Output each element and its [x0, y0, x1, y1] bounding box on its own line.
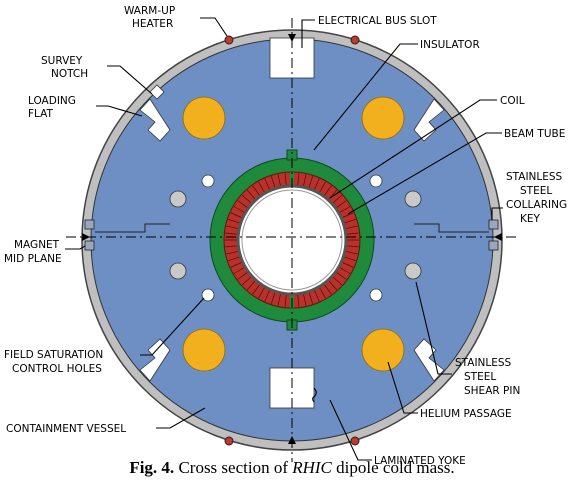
caption-prefix: Fig. 4.: [129, 458, 175, 477]
coil-winding-line: [332, 194, 343, 204]
coil-winding-line: [277, 293, 281, 306]
coil-winding-line: [252, 284, 260, 295]
coil-winding-line: [264, 290, 270, 302]
coil-winding-line: [258, 181, 265, 193]
coil-winding-line: [328, 280, 338, 291]
mid-plane-step-left: [95, 223, 170, 233]
coil-winding-line: [284, 294, 287, 307]
coil-winding-line: [344, 218, 356, 224]
coil-winding-line: [233, 206, 245, 213]
centerline-arrow-left: [82, 233, 90, 241]
coil-winding-line: [332, 276, 343, 286]
collaring-keys: [84, 219, 499, 251]
label-coil: COIL: [500, 95, 525, 107]
coil-winding-line: [319, 287, 326, 299]
coil-winding-line: [308, 176, 314, 188]
coil-winding-line: [303, 174, 307, 187]
coil-winding-line: [233, 267, 245, 274]
coil-winding-line: [258, 287, 265, 299]
coil-winding-line: [319, 181, 326, 193]
coil-winding-line: [314, 290, 320, 302]
label-insulator: INSULATOR: [420, 39, 480, 51]
coil-winding-line: [237, 272, 248, 280]
coil-winding-line: [346, 232, 359, 235]
coil-winding-line: [342, 212, 354, 218]
coil-winding-line: [324, 185, 332, 196]
coil-winding-line: [270, 176, 276, 188]
coil-windings: [225, 173, 359, 307]
mid-plane-step-right: [414, 223, 489, 233]
label-electrical-bus-slot: ELECTRICAL BUS SLOT: [318, 15, 437, 27]
coil-winding-line: [226, 225, 239, 229]
caption-italic: RHIC: [292, 458, 332, 477]
field-saturation-holes: [201, 174, 383, 302]
coil-winding-line: [336, 272, 347, 280]
label-collaring-key: STAINLESS STEEL COLLARING KEY: [506, 171, 570, 225]
loading-flats: [139, 98, 445, 382]
warm-up-heaters: [224, 35, 360, 446]
leader-lines: [65, 17, 503, 461]
coil-winding-line: [226, 251, 239, 255]
coil-winding-line: [228, 256, 240, 262]
coil-winding-line: [225, 245, 238, 248]
label-containment-vessel: CONTAINMENT VESSEL: [6, 423, 126, 435]
coil-winding-line: [264, 178, 270, 190]
coil-winding-line: [342, 262, 354, 268]
coil-winding-line: [345, 225, 358, 229]
coil-winding-line: [339, 206, 351, 213]
label-laminated-yoke: LAMINATED YOKE: [374, 455, 466, 467]
coil-winding-line: [225, 232, 238, 235]
coil-winding-line: [284, 173, 287, 186]
coil-winding-line: [346, 245, 359, 248]
coil-winding-line: [297, 173, 300, 186]
coil-winding-line: [230, 262, 242, 268]
label-shear-pin: STAINLESS STEEL SHEAR PIN: [455, 357, 520, 397]
centerline-arrow-right: [494, 233, 502, 241]
label-survey-notch: SURVEY NOTCH: [41, 55, 88, 80]
centerline-arrow-top: [288, 34, 296, 42]
label-helium-passage: HELIUM PASSAGE: [420, 408, 512, 420]
coil-winding-line: [277, 174, 281, 187]
coil-winding-line: [297, 294, 300, 307]
caption-text-after: dipole cold mass.: [331, 458, 455, 477]
coil-winding-line: [303, 293, 307, 306]
shear-pin-holes: [169, 190, 422, 280]
coil-winding-line: [345, 251, 358, 255]
coil-winding-line: [308, 292, 314, 304]
label-loading-flat: LOADING FLAT: [28, 95, 79, 120]
coil-winding-line: [339, 267, 351, 274]
coil-winding-line: [314, 178, 320, 190]
coil-winding-line: [241, 276, 252, 286]
label-magnet-mid-plane: MAGNET MID PLANE: [4, 239, 62, 265]
centerline-arrow-bottom: [288, 436, 296, 444]
coil-winding-line: [336, 200, 347, 208]
survey-notch: [149, 84, 165, 100]
coil-winding-line: [252, 185, 260, 196]
coil-winding-line: [230, 212, 242, 218]
coil-winding-line: [344, 256, 356, 262]
coil-winding-line: [228, 218, 240, 224]
coil-winding-line: [270, 292, 276, 304]
coil-winding-line: [246, 189, 256, 200]
figure-caption: Fig. 4. Cross section of RHIC dipole col…: [0, 458, 584, 478]
label-warm-up-heater: WARM-UP HEATER: [124, 5, 179, 30]
caption-text-before: Cross section of: [174, 458, 293, 477]
label-beam-tube: BEAM TUBE: [504, 128, 565, 140]
coil-winding-line: [246, 280, 256, 291]
coil-winding-line: [324, 284, 332, 295]
coil-winding-line: [241, 194, 252, 204]
coil-winding-line: [237, 200, 248, 208]
label-field-saturation-holes: FIELD SATURATION CONTROL HOLES: [4, 349, 107, 375]
helium-passages: [182, 96, 405, 372]
